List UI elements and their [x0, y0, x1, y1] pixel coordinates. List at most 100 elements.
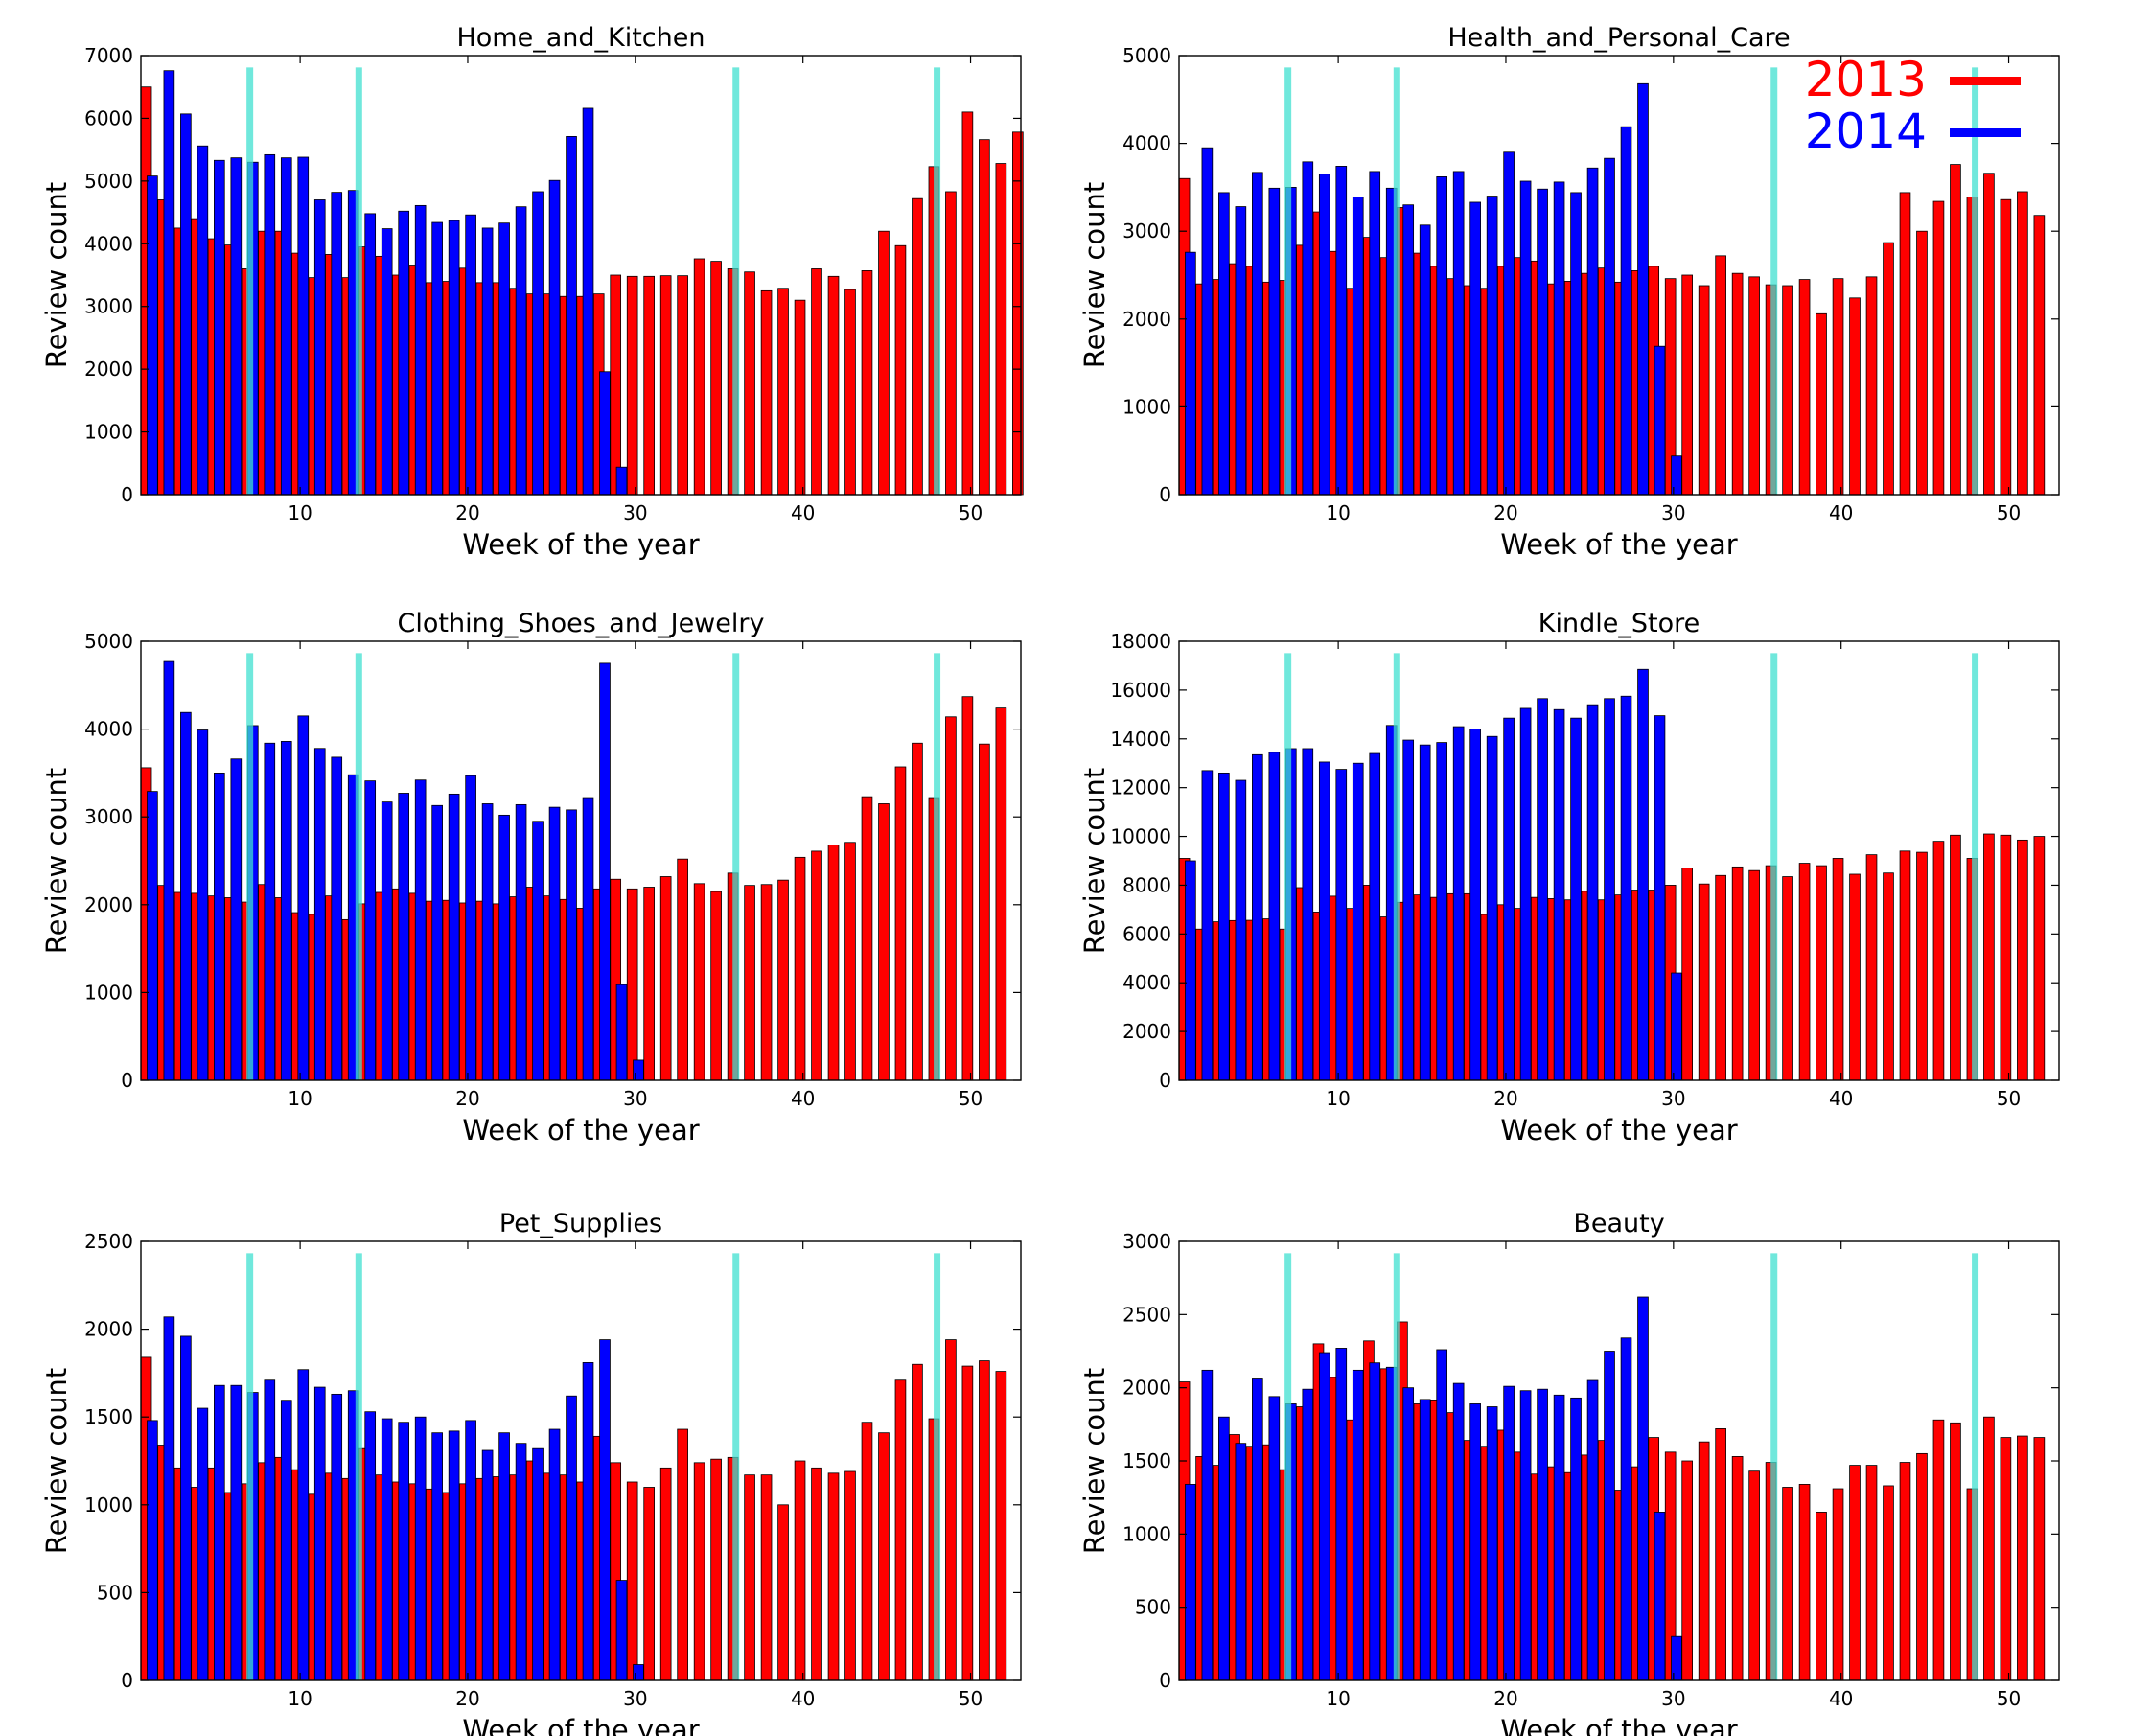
axes-frame: [140, 1240, 1022, 1681]
bar-2013-week-34: [693, 883, 705, 1081]
bar-2013-week-40: [1832, 1488, 1844, 1681]
y-tick-label: 6000: [84, 106, 133, 129]
bar-2013-week-52: [2033, 215, 2046, 496]
bar-2013-week-49: [1983, 173, 1995, 496]
bar-2013-week-33: [1715, 255, 1726, 496]
bar-2013-week-44: [1899, 850, 1911, 1081]
y-tick-label: 4000: [1122, 971, 1171, 994]
bar-2013-week-37: [1782, 1487, 1793, 1681]
bar-2013-week-51: [2017, 839, 2028, 1081]
x-tick-label: 40: [791, 501, 815, 524]
bar-2014-week-17: [414, 779, 427, 1081]
bar-2013-week-37: [1782, 876, 1793, 1081]
bar-2013-week-35: [710, 261, 722, 496]
bar-2014-week-14: [1402, 739, 1415, 1081]
bar-2014-week-20: [1503, 151, 1515, 496]
bar-2014-week-12: [1369, 752, 1381, 1081]
highlight-line-2: [1393, 67, 1400, 496]
highlight-line-3: [732, 1253, 740, 1680]
highlight-line-1: [246, 67, 254, 496]
x-tick-label: 30: [623, 501, 647, 524]
highlight-line-2: [1393, 1253, 1400, 1680]
x-axis-label: Week of the year: [1500, 528, 1737, 561]
bar-2014-week-19: [1486, 196, 1498, 496]
bar-2014-week-4: [197, 1407, 209, 1681]
bar-2014-week-11: [313, 1386, 326, 1681]
bar-2014-week-12: [1369, 1362, 1381, 1681]
bar-2013-week-38: [1798, 279, 1811, 496]
bar-2013-week-45: [878, 230, 890, 496]
y-tick-label: 1000: [1122, 395, 1171, 418]
bar-2013-week-41: [811, 1467, 822, 1681]
y-tick-label: 4000: [84, 718, 133, 741]
legend-swatch-2014: [1950, 128, 2021, 137]
y-tick-label: 18000: [1110, 630, 1171, 653]
y-tick-label: 12000: [1110, 776, 1171, 799]
x-tick-label: 40: [1829, 501, 1853, 524]
chart-panel-6: 0 500 1000 1500 2000 2500 3000 10 20 30 40 50 Beauty…: [1078, 1209, 2060, 1736]
axes-frame: [140, 640, 1022, 1081]
bar-2014-week-24: [532, 821, 544, 1081]
bar-2014-week-10: [297, 1369, 310, 1681]
bar-2013-week-44: [861, 1422, 873, 1681]
bar-2014-week-21: [1519, 707, 1532, 1081]
bar-2013-week-43: [844, 842, 856, 1081]
bar-2014-week-25: [1586, 167, 1599, 496]
x-tick-label: 50: [959, 1087, 983, 1110]
y-tick-label: 2000: [1122, 1020, 1171, 1043]
bar-2014-week-15: [381, 1418, 393, 1681]
bar-2013-week-52: [2033, 1437, 2046, 1681]
bar-2014-week-5: [214, 773, 225, 1081]
bar-2013-week-37: [744, 271, 755, 496]
bar-2014-week-11: [313, 199, 326, 496]
bar-2014-week-6: [1268, 752, 1281, 1081]
bar-2014-week-27: [1620, 1337, 1632, 1681]
bar-2013-week-50: [2000, 834, 2012, 1081]
x-tick-label: 10: [1326, 1087, 1350, 1110]
bar-2014-week-8: [1302, 748, 1314, 1081]
bar-2014-week-10: [1335, 166, 1348, 496]
axes-frame: [1178, 55, 2060, 496]
bar-2013-week-52: [2033, 836, 2046, 1081]
y-tick-label: 3000: [1122, 220, 1171, 243]
x-tick-label: 10: [288, 1687, 312, 1710]
bar-2014-week-20: [465, 214, 476, 496]
bar-2013-week-38: [1798, 1484, 1811, 1681]
bar-2014-week-24: [532, 1447, 544, 1681]
bar-2014-week-21: [1519, 1390, 1532, 1681]
y-tick-label: 2000: [1122, 308, 1171, 331]
x-tick-label: 20: [1493, 1087, 1517, 1110]
bar-2013-week-39: [777, 288, 789, 496]
y-tick-label: 0: [1159, 1669, 1171, 1692]
bar-2013-week-34: [1731, 866, 1744, 1081]
bar-2014-week-20: [1503, 717, 1515, 1081]
y-tick-label: 8000: [1122, 873, 1171, 896]
bar-2013-week-32: [1698, 285, 1710, 496]
bar-2014-week-12: [331, 1393, 343, 1681]
bar-2014-week-30: [1671, 972, 1682, 1081]
y-tick-label: 4000: [1122, 132, 1171, 155]
y-tick-label: 0: [1159, 483, 1171, 506]
bar-2014-week-2: [163, 660, 175, 1081]
bar-2013-week-51: [2017, 191, 2028, 496]
bar-2014-week-23: [515, 1443, 527, 1681]
highlight-line-3: [732, 67, 740, 496]
bar-2013-week-41: [1849, 1465, 1861, 1681]
legend-swatch-2013: [1950, 77, 2021, 85]
bar-2014-week-9: [1318, 174, 1330, 496]
y-tick-label: 0: [121, 1669, 133, 1692]
bar-2013-week-30: [626, 275, 638, 496]
bar-2014-week-30: [1671, 455, 1682, 496]
highlight-line-4: [1972, 653, 1979, 1080]
y-tick-label: 5000: [1122, 44, 1171, 67]
bar-2014-week-18: [431, 804, 443, 1081]
chart-title: Beauty: [1573, 1209, 1664, 1238]
bar-2013-week-38: [1798, 863, 1811, 1081]
chart-title: Kindle_Store: [1538, 609, 1700, 638]
bar-2014-week-28: [1637, 668, 1649, 1081]
bar-2013-week-46: [894, 244, 907, 496]
chart-panel-5: 0 500 1000 1500 2000 2500 10 20 30 40 50 Pet_Suppli…: [40, 1209, 1022, 1736]
bar-2014-week-18: [431, 221, 443, 496]
bar-2013-week-32: [659, 876, 672, 1081]
bar-2013-week-50: [961, 111, 974, 496]
